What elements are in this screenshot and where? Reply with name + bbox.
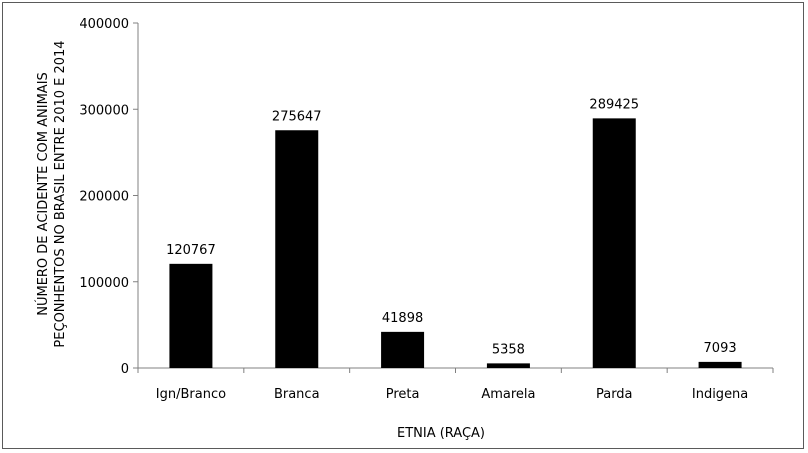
chart-frame (2, 2, 804, 449)
y-tick-label: 0 (121, 362, 129, 377)
y-tick-label: 400000 (79, 17, 129, 32)
data-labels: 120767 275647 41898 5358 289425 7093 (166, 97, 737, 357)
y-tick-label: 200000 (79, 190, 129, 205)
y-tick-label: 100000 (79, 276, 129, 291)
axes (137, 23, 773, 369)
bar-branca (275, 130, 319, 368)
x-category-label: Indigena (692, 387, 748, 402)
x-category-label: Ign/Branco (156, 387, 226, 402)
bar-parda (592, 118, 636, 368)
y-ticks: 0 100000 200000 300000 400000 (79, 17, 138, 377)
x-category-label: Amarela (481, 387, 535, 402)
data-label: 5358 (492, 342, 525, 357)
bars (169, 118, 742, 368)
data-label: 289425 (589, 97, 639, 112)
data-label: 7093 (704, 341, 737, 356)
y-tick-label: 300000 (79, 103, 129, 118)
data-label: 120767 (166, 243, 216, 258)
data-label: 275647 (272, 109, 322, 124)
x-category-label: Branca (274, 387, 320, 402)
x-ticks: Ign/Branco Branca Preta Amarela Parda Indigen… (137, 368, 774, 402)
bar-indigena (698, 361, 742, 368)
bar-amarela (486, 363, 530, 368)
x-category-label: Preta (386, 387, 420, 402)
y-axis-title-line-2: PEÇONHENTOS NO BRASIL ENTRE 2010 E 2014 (53, 40, 68, 347)
data-label: 41898 (382, 311, 423, 326)
x-category-label: Parda (596, 387, 633, 402)
y-axis-title: NÚMERO DE ACIDENTE COM ANIMAIS PEÇONHENT… (35, 40, 68, 347)
bar-ign-branco (169, 263, 213, 368)
x-axis-title: ETNIA (RAÇA) (397, 426, 485, 441)
y-axis-title-line-1: NÚMERO DE ACIDENTE COM ANIMAIS (35, 72, 51, 316)
bar-preta (381, 331, 425, 368)
